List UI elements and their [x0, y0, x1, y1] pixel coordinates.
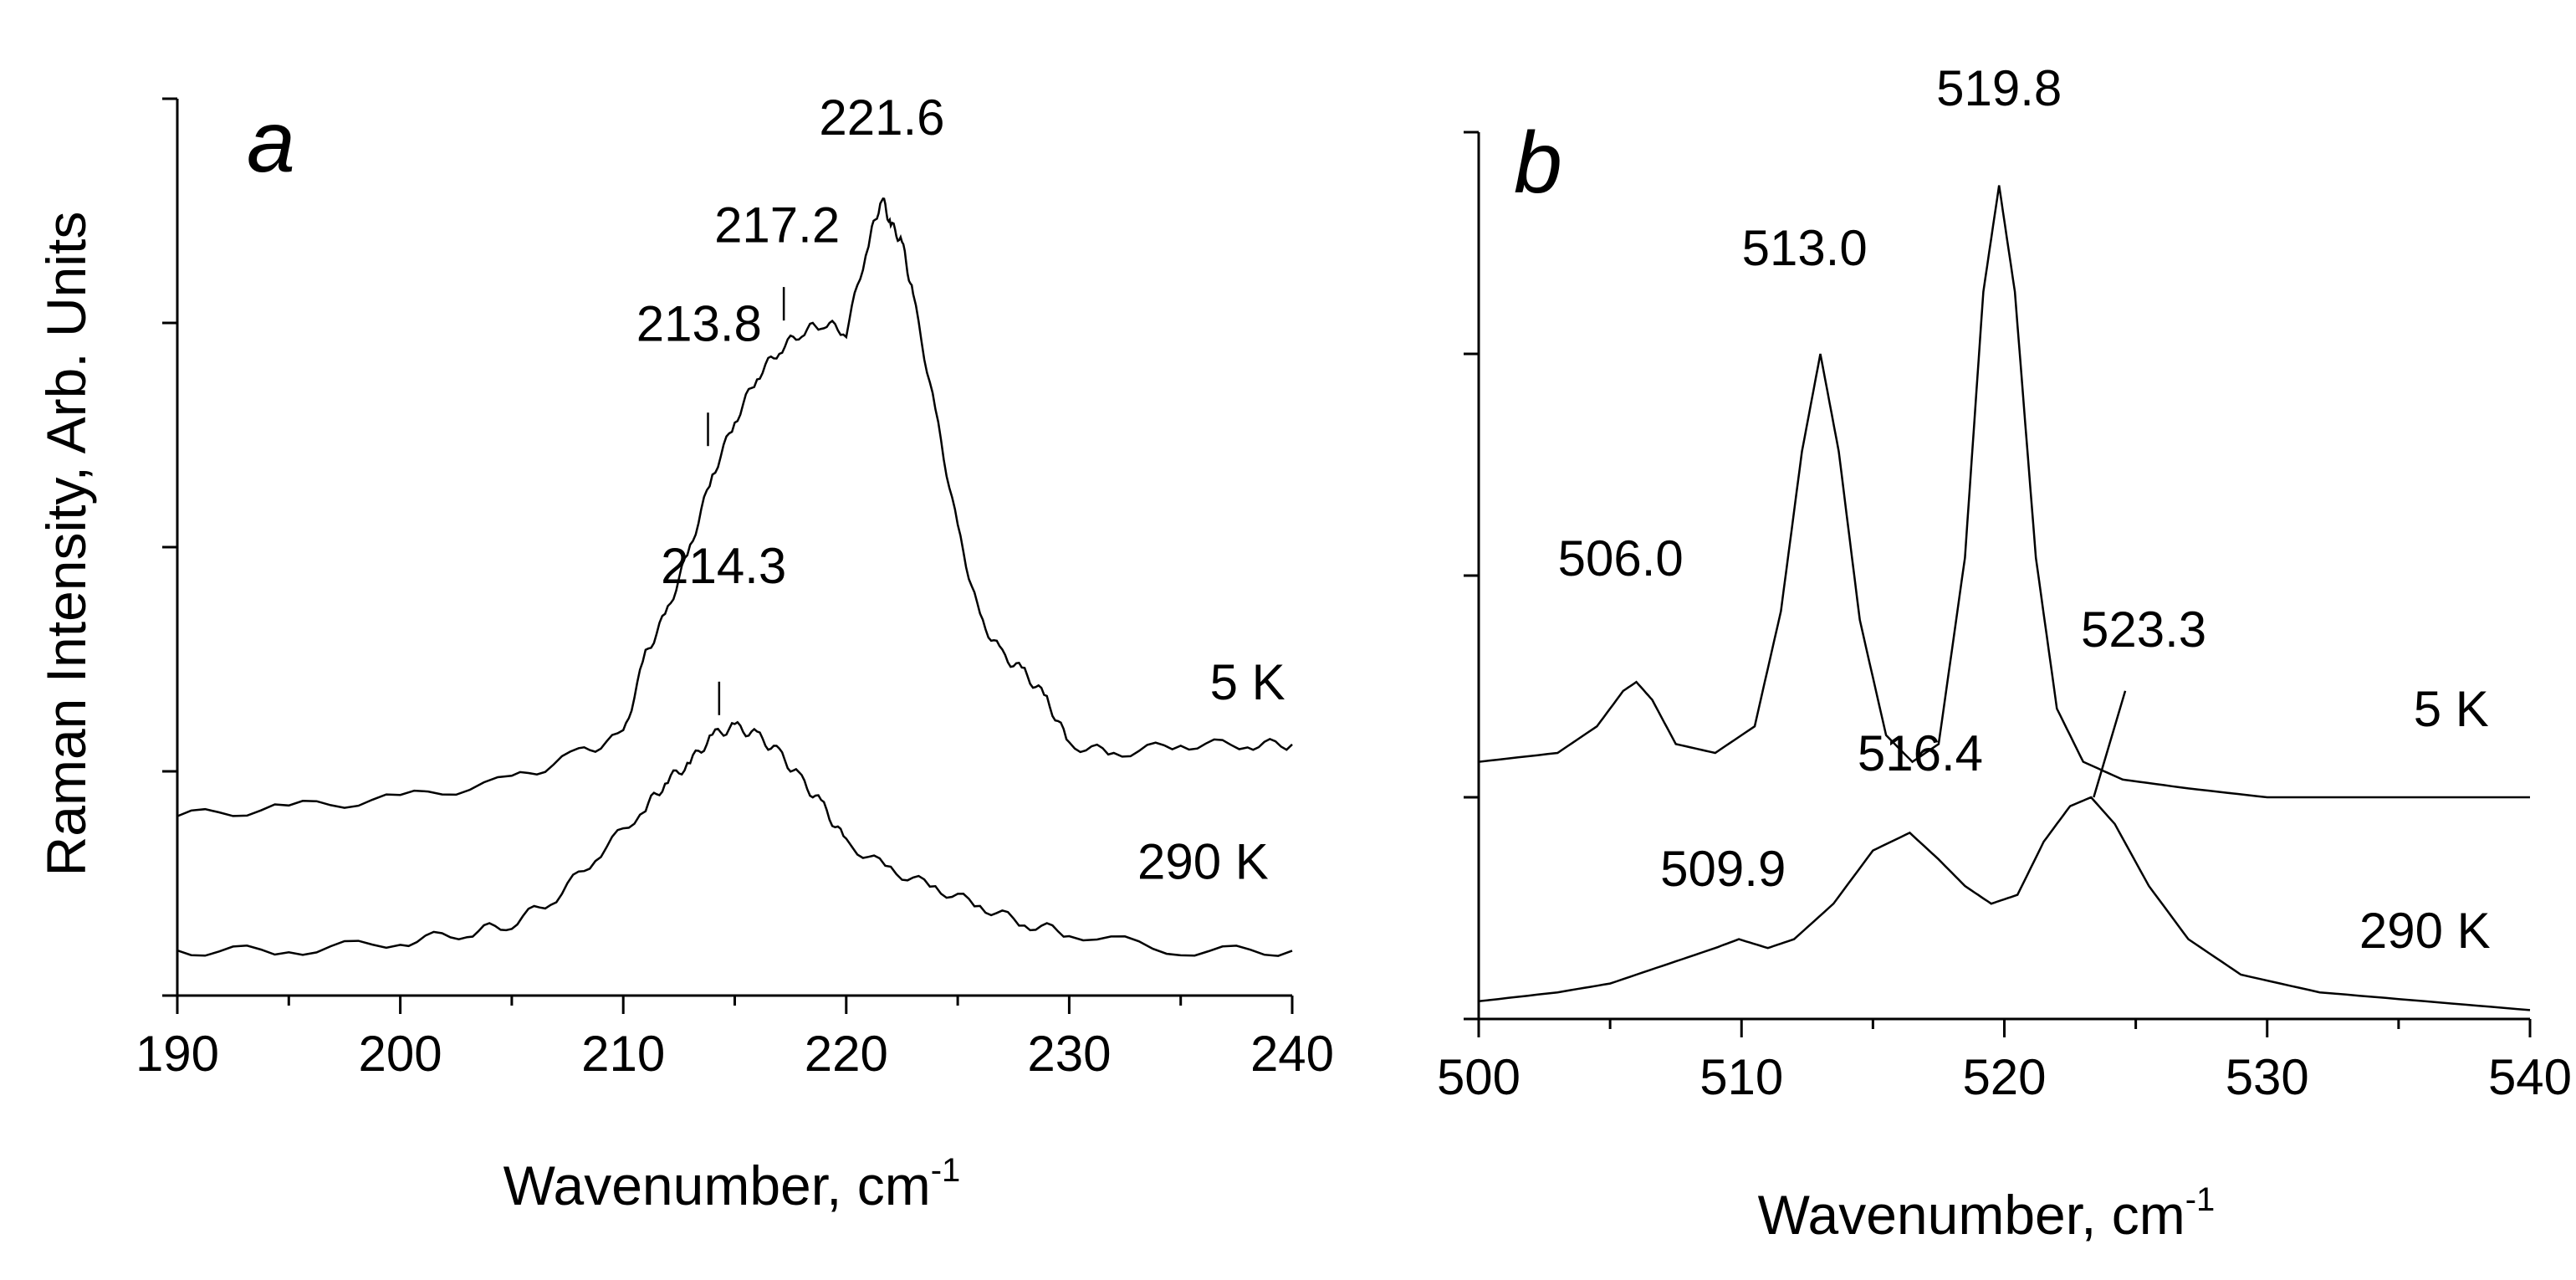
- panel-a-peak-label: 217.2: [714, 197, 840, 253]
- panel-b-peak-label: 506.0: [1558, 530, 1684, 586]
- panel-b-series-label: 290 K: [2359, 903, 2491, 959]
- panel-a-x-tick-label: 240: [1250, 1026, 1334, 1082]
- panel-a: a Raman Intensity, Arb. Units Wavenumber…: [35, 90, 1334, 1216]
- panel-b-x-axis-title-text: Wavenumber, cm: [1758, 1184, 2185, 1246]
- panel-a-x-axis-title-superscript: -1: [931, 1152, 961, 1189]
- panel-b-series-5k-line: [1478, 185, 2530, 799]
- panel-a-plot-area: 190 200 210 220 230 240 5 K 290 K 221.6 217.2 213.…: [135, 90, 1334, 1082]
- panel-a-x-tick-label: 220: [805, 1026, 888, 1082]
- panel-b-series-290k-line: [1478, 796, 2531, 1011]
- panel-b-x-axis-title: Wavenumber, cm-1: [1758, 1181, 2216, 1246]
- panel-b-series-label: 5 K: [2414, 681, 2489, 737]
- panel-a-peak-label: 221.6: [819, 90, 944, 146]
- panel-b-peak-label: 509.9: [1660, 841, 1786, 897]
- panel-a-x-tick-label: 210: [581, 1026, 665, 1082]
- panel-a-x-axis-title: Wavenumber, cm-1: [503, 1152, 961, 1216]
- panel-b-peak-label: 519.8: [1936, 60, 2062, 116]
- panel-b-peak-label: 516.4: [1858, 725, 1983, 781]
- panel-a-x-tick-label: 230: [1027, 1026, 1111, 1082]
- panel-a-x-tick-label: 190: [135, 1026, 219, 1082]
- panel-b-plot-area: 500 510 520 530 540 5 K 290 K 519.8 513.0 506.0 52…: [1437, 60, 2572, 1105]
- panel-b-x-tick-label: 540: [2488, 1049, 2572, 1105]
- panel-b-peak-label: 523.3: [2081, 602, 2206, 658]
- panel-b-letter: b: [1514, 115, 1562, 212]
- panel-a-peak-label: 213.8: [636, 295, 762, 351]
- panel-b: b Wavenumber, cm-1 500 510 520 530 540 5 K 290…: [1437, 60, 2572, 1246]
- panel-b-x-tick-label: 520: [1962, 1049, 2046, 1105]
- panel-a-letter: a: [247, 94, 295, 191]
- panel-a-x-tick-label: 200: [359, 1026, 442, 1082]
- panel-a-series-label: 290 K: [1137, 834, 1269, 890]
- panel-a-peak-label: 214.3: [661, 538, 786, 594]
- panel-b-peak-label: 513.0: [1742, 220, 1868, 276]
- panel-a-y-axis-title: Raman Intensity, Arb. Units: [35, 212, 97, 877]
- panel-b-x-tick-label: 530: [2226, 1049, 2309, 1105]
- panel-a-series-5k-line: [176, 197, 1293, 817]
- panel-a-x-axis-title-text: Wavenumber, cm: [503, 1155, 931, 1216]
- panel-a-series-label: 5 K: [1210, 654, 1285, 710]
- panel-b-x-tick-label: 510: [1699, 1049, 1783, 1105]
- panel-b-x-tick-label: 500: [1437, 1049, 1521, 1105]
- panel-b-peak-marker: [2093, 690, 2127, 798]
- panel-b-x-axis-title-superscript: -1: [2185, 1181, 2216, 1218]
- panel-a-series-290k-line: [176, 720, 1293, 957]
